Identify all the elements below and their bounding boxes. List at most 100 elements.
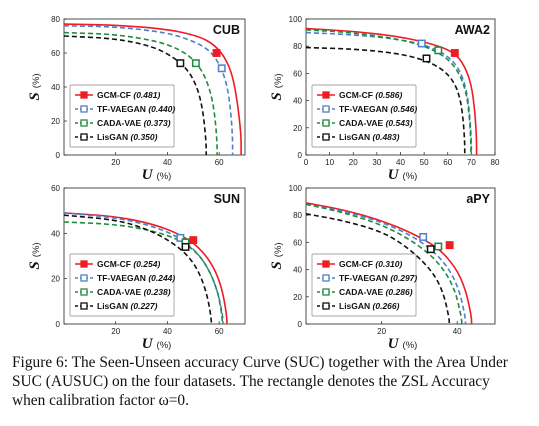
zsl-accuracy-marker-cada-vae bbox=[434, 46, 443, 55]
y-tick-label: 0 bbox=[298, 320, 303, 329]
series-line-cada-vae bbox=[305, 29, 472, 155]
zsl-accuracy-marker-tf-vaegan bbox=[217, 64, 226, 73]
x-axis-label: U (%) bbox=[388, 167, 418, 183]
legend-marker bbox=[322, 119, 330, 127]
series-line-cada-vae bbox=[63, 221, 224, 324]
legend-marker bbox=[322, 260, 330, 268]
y-tick-label: 80 bbox=[51, 15, 60, 24]
panel-title: SUN bbox=[214, 192, 240, 206]
zsl-accuracy-marker-lisgan bbox=[426, 245, 435, 254]
legend-label: GCM-CF (0.586) bbox=[339, 90, 402, 100]
series-line-lisgan bbox=[63, 35, 208, 155]
x-tick-label: 30 bbox=[372, 158, 381, 167]
x-tick-label: 0 bbox=[304, 158, 309, 167]
legend-label: TF-VAEGAN (0.440) bbox=[97, 104, 175, 114]
chart-panel-sun: 0 20 40 60 20 40 60 SUN U (%) S(%) GCM-CF (0.254) TF… bbox=[27, 184, 246, 350]
zsl-accuracy-marker-tf-vaegan bbox=[176, 233, 185, 242]
legend-label: LisGAN (0.350) bbox=[97, 132, 158, 142]
x-axis-label: U (%) bbox=[142, 167, 172, 183]
x-tick-label: 60 bbox=[443, 158, 452, 167]
plot-area bbox=[305, 187, 496, 325]
x-tick-label: 40 bbox=[396, 158, 405, 167]
y-axis-label: S(%) bbox=[269, 73, 285, 100]
series-line-lisgan bbox=[305, 46, 466, 155]
y-tick-label: 40 bbox=[51, 83, 60, 92]
legend-label: LisGAN (0.266) bbox=[339, 301, 400, 311]
legend-label: CADA-VAE (0.543) bbox=[339, 118, 413, 128]
x-tick-label: 40 bbox=[163, 158, 172, 167]
legend-label: CADA-VAE (0.373) bbox=[97, 118, 171, 128]
series-line-cada-vae bbox=[305, 203, 463, 324]
y-tick-label: 0 bbox=[56, 320, 61, 329]
y-axis-label: S(%) bbox=[269, 242, 285, 269]
y-tick-label: 20 bbox=[293, 293, 302, 302]
chart-panel-apy: 0 20 40 60 80 100 20 40 aPY U (%) S(%) GCM-CF (0.310… bbox=[269, 184, 496, 350]
y-tick-label: 20 bbox=[51, 117, 60, 126]
panel-title: aPY bbox=[466, 192, 490, 206]
zsl-accuracy-marker-cada-vae bbox=[191, 59, 200, 68]
x-tick-label: 50 bbox=[420, 158, 429, 167]
zsl-accuracy-marker-gcm-cf bbox=[212, 49, 221, 57]
chart-panel-cub: 0 20 40 60 80 20 40 60 CUB U (%) S(%) GCM-CF (0.481)… bbox=[27, 15, 246, 183]
y-tick-label: 60 bbox=[51, 184, 60, 193]
y-tick-label: 100 bbox=[289, 15, 303, 24]
legend-label: TF-VAEGAN (0.546) bbox=[339, 104, 417, 114]
series-line-tf-vaegan bbox=[63, 212, 224, 324]
zsl-accuracy-marker-lisgan bbox=[422, 54, 431, 63]
x-tick-label: 60 bbox=[215, 327, 224, 336]
zsl-accuracy-marker-gcm-cf bbox=[445, 241, 454, 250]
chart-panel-awa2: 0 20 40 60 80 100 0 10 20 30 40 50 60 70 80 AWA2 U (%) S(%… bbox=[269, 15, 500, 183]
zsl-accuracy-marker-gcm-cf bbox=[189, 236, 198, 245]
legend-label: TF-VAEGAN (0.244) bbox=[97, 273, 175, 283]
legend: GCM-CF (0.310) TF-VAEGAN (0.297) CADA-VAE … bbox=[311, 253, 417, 317]
legend-marker bbox=[80, 288, 88, 296]
legend: GCM-CF (0.481) TF-VAEGAN (0.440) CADA-VAE … bbox=[69, 84, 175, 148]
legend-marker bbox=[322, 274, 330, 282]
legend: GCM-CF (0.254) TF-VAEGAN (0.244) CADA-VAE … bbox=[69, 253, 175, 317]
legend-marker bbox=[80, 260, 88, 268]
x-tick-label: 40 bbox=[163, 327, 172, 336]
legend-label: LisGAN (0.227) bbox=[97, 301, 158, 311]
legend-marker bbox=[80, 119, 88, 127]
series-line-gcm-cf bbox=[63, 23, 242, 155]
x-axis-label: U (%) bbox=[142, 336, 172, 350]
y-axis-label: S(%) bbox=[27, 73, 43, 100]
series-line-tf-vaegan bbox=[305, 31, 473, 155]
x-tick-label: 20 bbox=[111, 327, 120, 336]
y-axis-label: S(%) bbox=[27, 242, 43, 269]
y-tick-label: 20 bbox=[51, 275, 60, 284]
x-tick-label: 20 bbox=[111, 158, 120, 167]
zsl-accuracy-marker-gcm-cf bbox=[450, 49, 459, 57]
figure-panels: 0 20 40 60 80 20 40 60 CUB U (%) S(%) GCM-CF (0.481)… bbox=[27, 15, 500, 350]
y-tick-label: 60 bbox=[293, 69, 302, 78]
legend-marker bbox=[80, 133, 88, 141]
legend-label: GCM-CF (0.310) bbox=[339, 259, 402, 269]
legend-label: TF-VAEGAN (0.297) bbox=[339, 273, 417, 283]
zsl-accuracy-marker-cada-vae bbox=[434, 242, 443, 251]
legend-marker bbox=[80, 302, 88, 310]
x-tick-label: 20 bbox=[377, 327, 386, 336]
x-axis-label: U (%) bbox=[388, 336, 418, 350]
x-tick-label: 70 bbox=[467, 158, 476, 167]
panel-title: CUB bbox=[213, 23, 240, 37]
y-tick-label: 80 bbox=[293, 42, 302, 51]
legend-marker bbox=[322, 288, 330, 296]
x-tick-label: 10 bbox=[325, 158, 334, 167]
series-line-gcm-cf bbox=[63, 212, 228, 324]
series-line-lisgan bbox=[63, 214, 213, 324]
legend-marker bbox=[322, 133, 330, 141]
panel-title: AWA2 bbox=[455, 23, 490, 37]
y-tick-label: 60 bbox=[51, 49, 60, 58]
x-tick-label: 80 bbox=[491, 158, 500, 167]
series-line-lisgan bbox=[305, 213, 451, 324]
legend-label: LisGAN (0.483) bbox=[339, 132, 400, 142]
legend: GCM-CF (0.586) TF-VAEGAN (0.546) CADA-VAE … bbox=[311, 84, 417, 148]
figure-caption: Figure 6: The Seen-Unseen accuracy Curve… bbox=[12, 354, 508, 409]
y-tick-label: 100 bbox=[289, 184, 303, 193]
legend-box bbox=[69, 253, 175, 317]
series-line-tf-vaegan bbox=[63, 25, 234, 155]
y-tick-label: 40 bbox=[293, 97, 302, 106]
legend-box bbox=[69, 84, 175, 148]
legend-box bbox=[311, 84, 417, 148]
legend-label: CADA-VAE (0.238) bbox=[97, 287, 171, 297]
